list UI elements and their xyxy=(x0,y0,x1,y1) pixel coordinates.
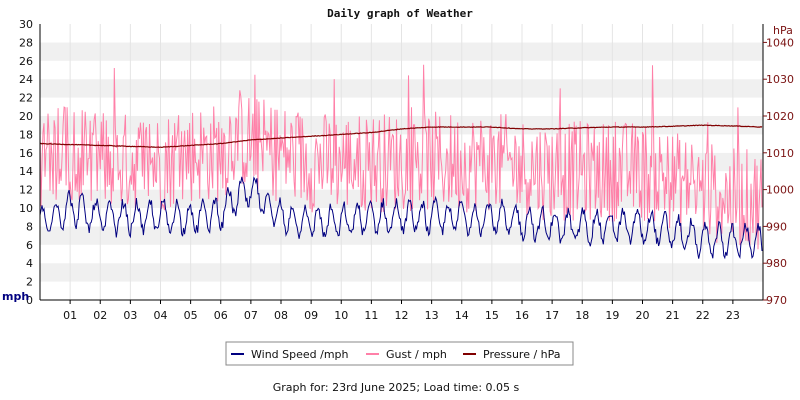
gust-line xyxy=(39,64,763,250)
x-axis-ticks: 01 02 03 04 05 06 07 08 09 10 11 12 13 14 15 16 17 18 19 20… xyxy=(63,300,740,322)
x-tick-label: 12 xyxy=(395,309,409,322)
right-axis-ticks: 970 980 990 1000 1010 1020 1030 1040 xyxy=(763,36,794,307)
legend-wind-label: Wind Speed /mph xyxy=(251,348,349,361)
legend-box xyxy=(225,341,574,366)
x-tick-label: 20 xyxy=(636,309,650,322)
x-tick-label: 10 xyxy=(334,309,348,322)
right-tick-label: 1020 xyxy=(766,110,794,123)
left-tick-label: 2 xyxy=(26,276,33,289)
left-tick-label: 20 xyxy=(19,110,33,123)
x-tick-label: 04 xyxy=(154,309,168,322)
right-tick-label: 990 xyxy=(766,220,787,233)
x-tick-label: 23 xyxy=(726,309,740,322)
left-tick-label: 26 xyxy=(19,55,33,68)
x-tick-label: 17 xyxy=(545,309,559,322)
right-tick-label: 1000 xyxy=(766,184,794,197)
x-tick-label: 08 xyxy=(274,309,288,322)
left-tick-label: 6 xyxy=(26,239,33,252)
footer-text: Graph for: 23rd June 2025; Load time: 0.… xyxy=(273,381,520,394)
left-tick-label: 16 xyxy=(19,147,33,160)
chart-title: Daily graph of Weather xyxy=(327,7,473,20)
right-tick-label: 970 xyxy=(766,294,787,307)
gust-series xyxy=(39,64,763,250)
pressure-series xyxy=(39,124,763,149)
x-tick-label: 11 xyxy=(364,309,378,322)
x-tick-label: 18 xyxy=(575,309,589,322)
x-tick-label: 21 xyxy=(666,309,680,322)
right-tick-label: 980 xyxy=(766,257,787,270)
pressure-line xyxy=(39,124,763,149)
grid-lines xyxy=(69,24,734,300)
legend: Wind Speed /mph Gust / mph Pressure / hPa xyxy=(225,341,574,366)
x-tick-label: 22 xyxy=(696,309,710,322)
left-tick-label: 12 xyxy=(19,184,33,197)
x-tick-label: 09 xyxy=(304,309,318,322)
x-tick-label: 15 xyxy=(485,309,499,322)
x-tick-label: 14 xyxy=(455,309,469,322)
x-tick-label: 19 xyxy=(605,309,619,322)
right-tick-label: 1030 xyxy=(766,73,794,86)
x-tick-label: 03 xyxy=(123,309,137,322)
left-tick-label: 28 xyxy=(19,36,33,49)
left-axis-unit: mph xyxy=(2,290,29,303)
legend-gust-label: Gust / mph xyxy=(386,348,447,361)
right-tick-label: 1010 xyxy=(766,147,794,160)
left-tick-label: 24 xyxy=(19,73,33,86)
left-tick-label: 14 xyxy=(19,165,33,178)
x-tick-label: 13 xyxy=(425,309,439,322)
wind-speed-series xyxy=(39,176,763,260)
x-tick-label: 16 xyxy=(515,309,529,322)
x-tick-label: 01 xyxy=(63,309,77,322)
wind-speed-line xyxy=(39,176,763,260)
left-tick-label: 10 xyxy=(19,202,33,215)
left-tick-label: 8 xyxy=(26,220,33,233)
left-tick-label: 22 xyxy=(19,92,33,105)
left-tick-label: 30 xyxy=(19,18,33,31)
left-tick-label: 0 xyxy=(26,294,33,307)
left-tick-label: 18 xyxy=(19,128,33,141)
left-tick-label: 4 xyxy=(26,257,33,270)
legend-pressure-label: Pressure / hPa xyxy=(483,348,561,361)
x-tick-label: 05 xyxy=(184,309,198,322)
right-tick-label: 1040 xyxy=(766,36,794,49)
right-axis-unit: hPa xyxy=(773,24,793,37)
x-tick-label: 06 xyxy=(214,309,228,322)
x-tick-label: 02 xyxy=(93,309,107,322)
x-tick-label: 07 xyxy=(244,309,258,322)
